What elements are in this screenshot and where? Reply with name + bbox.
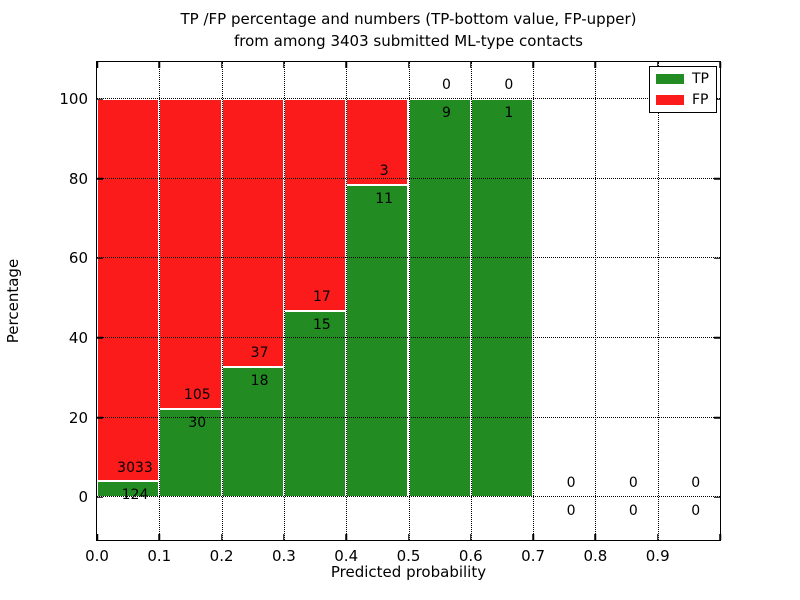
legend: TP FP — [649, 66, 717, 113]
tp-bar-segment — [283, 310, 347, 498]
tp-bar-segment — [408, 99, 471, 498]
x-tick-mark — [470, 62, 472, 68]
legend-item-fp: FP — [656, 92, 709, 108]
y-tick-mark — [97, 257, 103, 260]
chart-title: TP /FP percentage and numbers (TP-bottom… — [97, 8, 720, 52]
tp-count-label: 1 — [504, 105, 514, 122]
y-tick-label: 0 — [78, 488, 88, 507]
y-tick-mark — [714, 178, 720, 180]
fp-count-label: 0 — [628, 475, 638, 492]
tp-bar-segment — [159, 408, 222, 498]
tp-count-label: 11 — [375, 190, 394, 207]
x-tick-label: 0.1 — [147, 547, 172, 565]
fp-count-label: 0 — [691, 475, 701, 492]
y-tick-label: 100 — [59, 90, 88, 109]
x-tick-mark — [407, 62, 410, 68]
x-tick-mark — [158, 62, 161, 68]
y-tick-mark — [97, 496, 103, 498]
y-tick-mark — [97, 178, 103, 180]
y-tick-mark — [97, 337, 103, 339]
x-tick-label: 0.4 — [334, 547, 359, 565]
x-tick-label: 0.5 — [396, 547, 421, 565]
tp-count-label: 9 — [442, 105, 451, 122]
y-tick-mark — [714, 257, 720, 260]
y-tick-label: 80 — [68, 169, 88, 188]
x-tick-mark — [656, 534, 659, 540]
fp-color-swatch — [656, 95, 684, 105]
tp-bar-segment — [346, 184, 409, 498]
y-tick-mark — [97, 98, 103, 101]
x-tick-label: 0.0 — [85, 547, 109, 565]
x-tick-mark — [283, 62, 285, 68]
fp-count-label: 0 — [442, 77, 451, 94]
tp-count-label: 18 — [250, 372, 269, 389]
plot-area: TP FP 3033 124 105 30 37 18 17 15 3 11 0 9 0 1 0 0 0 0 0 0 0… — [59, 61, 721, 565]
fp-bar-segment — [283, 99, 347, 311]
y-tick-mark — [97, 416, 103, 419]
y-tick-mark — [714, 416, 720, 419]
tp-count-label: 0 — [691, 502, 701, 519]
tp-count-label: 15 — [312, 316, 331, 333]
tp-count-label: 124 — [121, 487, 149, 504]
x-tick-label: 0.2 — [209, 547, 234, 565]
x-tick-mark — [345, 534, 347, 540]
x-tick-mark — [220, 62, 223, 68]
v-gridline — [657, 62, 659, 540]
chart-title-line1: TP /FP percentage and numbers (TP-bottom… — [180, 10, 637, 28]
x-tick-mark — [345, 62, 347, 68]
legend-label-fp: FP — [692, 92, 709, 108]
y-axis-label: Percentage — [4, 258, 22, 344]
v-gridline — [533, 62, 535, 540]
x-tick-mark — [594, 62, 597, 68]
fp-count-label: 3 — [379, 162, 389, 179]
fp-bar-segment — [221, 99, 284, 367]
x-tick-mark — [719, 62, 721, 68]
tp-bar-segment — [470, 99, 534, 498]
x-tick-label: 0.3 — [271, 547, 296, 565]
fp-count-label: 17 — [312, 288, 331, 305]
y-tick-label: 60 — [68, 249, 88, 268]
tp-color-swatch — [656, 74, 684, 84]
x-tick-mark — [220, 534, 223, 540]
x-tick-mark — [594, 534, 597, 540]
y-tick-mark — [714, 337, 720, 339]
x-tick-mark — [407, 534, 410, 540]
x-tick-mark — [158, 534, 161, 540]
x-tick-mark — [532, 62, 534, 68]
fp-count-label: 0 — [504, 77, 514, 94]
x-tick-mark — [283, 534, 285, 540]
x-tick-label: 0.8 — [583, 547, 608, 565]
y-tick-label: 20 — [68, 408, 88, 427]
fp-count-label: 0 — [566, 475, 576, 492]
y-tick-mark — [714, 98, 720, 101]
chart-title-line2: from among 3403 submitted ML-type contac… — [234, 32, 583, 50]
fp-bar-segment — [97, 99, 160, 482]
y-tick-label: 40 — [68, 328, 88, 347]
x-tick-mark — [719, 534, 721, 540]
fp-count-label: 3033 — [117, 459, 153, 476]
x-tick-mark — [96, 534, 98, 540]
fp-bar-segment — [159, 99, 222, 409]
x-tick-label: 0.7 — [521, 547, 546, 565]
tp-count-label: 0 — [628, 502, 638, 519]
v-gridline — [595, 62, 597, 540]
x-tick-mark — [532, 534, 534, 540]
x-tick-label: 0.9 — [645, 547, 670, 565]
y-tick-mark — [714, 496, 720, 498]
x-tick-mark — [470, 534, 472, 540]
legend-label-tp: TP — [692, 71, 709, 87]
legend-item-tp: TP — [656, 71, 709, 87]
fp-count-label: 37 — [250, 345, 269, 361]
x-tick-mark — [96, 62, 98, 68]
tp-count-label: 0 — [566, 502, 576, 519]
tp-count-label: 30 — [188, 414, 207, 431]
fp-count-label: 105 — [183, 386, 211, 403]
x-tick-label: 0.6 — [458, 547, 483, 565]
x-axis-label: Predicted probability — [330, 563, 487, 581]
fp-bar-segment — [346, 99, 409, 185]
